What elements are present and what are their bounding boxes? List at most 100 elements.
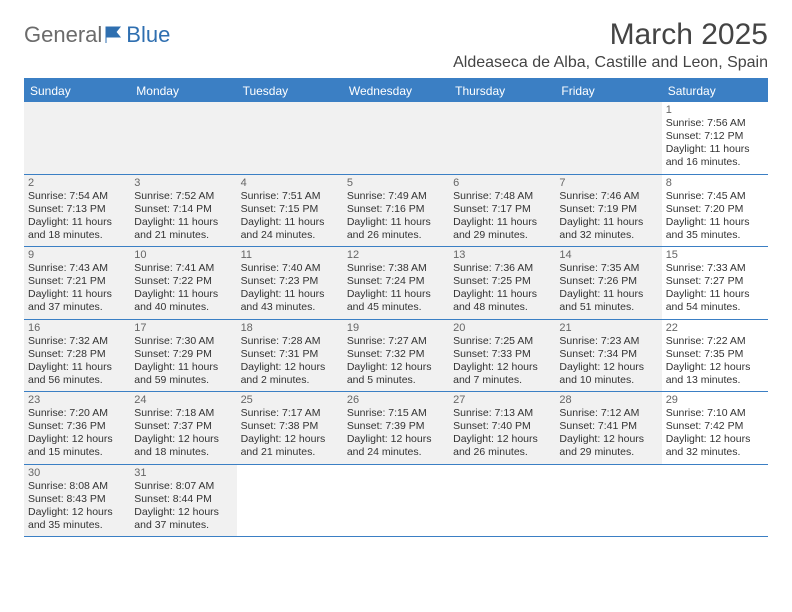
day-info-line: Sunset: 7:15 PM — [241, 203, 339, 216]
dow-cell: Wednesday — [343, 80, 449, 102]
day-number: 18 — [241, 322, 339, 334]
day-cell: 19Sunrise: 7:27 AMSunset: 7:32 PMDayligh… — [343, 320, 449, 392]
day-info-line: Daylight: 12 hours — [347, 433, 445, 446]
day-info-line: Sunrise: 8:07 AM — [134, 480, 232, 493]
day-info-line: Sunrise: 7:13 AM — [453, 407, 551, 420]
day-info-line: Sunrise: 7:51 AM — [241, 190, 339, 203]
day-info-line: Sunset: 7:42 PM — [666, 420, 764, 433]
day-cell — [343, 465, 449, 537]
day-cell: 23Sunrise: 7:20 AMSunset: 7:36 PMDayligh… — [24, 392, 130, 464]
day-cell — [662, 465, 768, 537]
day-info-line: Daylight: 12 hours — [28, 433, 126, 446]
day-number: 12 — [347, 249, 445, 261]
logo-text-general: General — [24, 22, 102, 48]
week-row: 30Sunrise: 8:08 AMSunset: 8:43 PMDayligh… — [24, 465, 768, 538]
day-info-line: Daylight: 12 hours — [453, 361, 551, 374]
day-info-line: and 45 minutes. — [347, 301, 445, 314]
day-cell: 11Sunrise: 7:40 AMSunset: 7:23 PMDayligh… — [237, 247, 343, 319]
day-info-line: Sunrise: 7:56 AM — [666, 117, 764, 130]
day-info-line: and 16 minutes. — [666, 156, 764, 169]
day-info-line: Sunset: 7:29 PM — [134, 348, 232, 361]
day-info-line: Sunrise: 8:08 AM — [28, 480, 126, 493]
day-info-line: Sunrise: 7:27 AM — [347, 335, 445, 348]
day-cell: 22Sunrise: 7:22 AMSunset: 7:35 PMDayligh… — [662, 320, 768, 392]
month-title: March 2025 — [453, 18, 768, 52]
day-info-line: Daylight: 12 hours — [134, 506, 232, 519]
day-info-line: Daylight: 11 hours — [28, 216, 126, 229]
day-info-line: and 35 minutes. — [666, 229, 764, 242]
week-row: 2Sunrise: 7:54 AMSunset: 7:13 PMDaylight… — [24, 175, 768, 248]
day-info-line: Daylight: 11 hours — [666, 288, 764, 301]
day-info-line: and 24 minutes. — [241, 229, 339, 242]
day-info-line: and 40 minutes. — [134, 301, 232, 314]
day-info-line: and 7 minutes. — [453, 374, 551, 387]
day-number: 6 — [453, 177, 551, 189]
day-info-line: Sunset: 7:39 PM — [347, 420, 445, 433]
day-info-line: and 29 minutes. — [453, 229, 551, 242]
dow-cell: Monday — [130, 80, 236, 102]
day-cell: 15Sunrise: 7:33 AMSunset: 7:27 PMDayligh… — [662, 247, 768, 319]
day-info-line: Sunrise: 7:36 AM — [453, 262, 551, 275]
day-cell — [343, 102, 449, 174]
day-info-line: Sunrise: 7:32 AM — [28, 335, 126, 348]
day-info-line: Daylight: 12 hours — [666, 361, 764, 374]
day-info-line: and 26 minutes. — [347, 229, 445, 242]
day-info-line: and 29 minutes. — [559, 446, 657, 459]
day-cell — [24, 102, 130, 174]
day-cell — [449, 465, 555, 537]
dow-cell: Tuesday — [237, 80, 343, 102]
day-cell: 3Sunrise: 7:52 AMSunset: 7:14 PMDaylight… — [130, 175, 236, 247]
day-info-line: Sunset: 7:17 PM — [453, 203, 551, 216]
day-number: 11 — [241, 249, 339, 261]
day-number: 13 — [453, 249, 551, 261]
day-info-line: Sunset: 7:40 PM — [453, 420, 551, 433]
dow-cell: Saturday — [662, 80, 768, 102]
day-info-line: Daylight: 11 hours — [241, 216, 339, 229]
day-info-line: Sunrise: 7:40 AM — [241, 262, 339, 275]
day-info-line: Daylight: 12 hours — [666, 433, 764, 446]
day-cell: 26Sunrise: 7:15 AMSunset: 7:39 PMDayligh… — [343, 392, 449, 464]
day-info-line: Sunset: 7:13 PM — [28, 203, 126, 216]
day-cell: 1Sunrise: 7:56 AMSunset: 7:12 PMDaylight… — [662, 102, 768, 174]
day-info-line: Daylight: 11 hours — [453, 288, 551, 301]
day-cell: 18Sunrise: 7:28 AMSunset: 7:31 PMDayligh… — [237, 320, 343, 392]
day-info-line: Daylight: 11 hours — [347, 288, 445, 301]
day-cell: 25Sunrise: 7:17 AMSunset: 7:38 PMDayligh… — [237, 392, 343, 464]
day-info-line: Sunrise: 7:48 AM — [453, 190, 551, 203]
day-cell: 14Sunrise: 7:35 AMSunset: 7:26 PMDayligh… — [555, 247, 661, 319]
day-info-line: Sunset: 7:25 PM — [453, 275, 551, 288]
day-info-line: Sunrise: 7:20 AM — [28, 407, 126, 420]
dow-cell: Sunday — [24, 80, 130, 102]
day-info-line: Daylight: 12 hours — [241, 361, 339, 374]
day-info-line: Sunset: 7:23 PM — [241, 275, 339, 288]
day-number: 21 — [559, 322, 657, 334]
day-cell — [555, 102, 661, 174]
day-cell — [130, 102, 236, 174]
logo-flag-icon — [104, 25, 124, 45]
day-cell — [555, 465, 661, 537]
day-info-line: Sunrise: 7:38 AM — [347, 262, 445, 275]
location-subtitle: Aldeaseca de Alba, Castille and Leon, Sp… — [453, 54, 768, 72]
day-number: 27 — [453, 394, 551, 406]
day-info-line: Sunset: 7:36 PM — [28, 420, 126, 433]
day-info-line: and 56 minutes. — [28, 374, 126, 387]
day-info-line: Daylight: 12 hours — [559, 361, 657, 374]
day-cell: 20Sunrise: 7:25 AMSunset: 7:33 PMDayligh… — [449, 320, 555, 392]
day-number: 26 — [347, 394, 445, 406]
day-info-line: and 37 minutes. — [134, 519, 232, 532]
day-info-line: Sunrise: 7:35 AM — [559, 262, 657, 275]
day-of-week-row: SundayMondayTuesdayWednesdayThursdayFrid… — [24, 80, 768, 102]
day-number: 19 — [347, 322, 445, 334]
day-number: 10 — [134, 249, 232, 261]
day-info-line: Sunset: 7:41 PM — [559, 420, 657, 433]
day-info-line: Daylight: 12 hours — [241, 433, 339, 446]
day-info-line: and 2 minutes. — [241, 374, 339, 387]
day-info-line: Sunset: 7:35 PM — [666, 348, 764, 361]
logo-text-blue: Blue — [126, 22, 170, 48]
day-info-line: Daylight: 11 hours — [241, 288, 339, 301]
day-cell: 7Sunrise: 7:46 AMSunset: 7:19 PMDaylight… — [555, 175, 661, 247]
day-info-line: Sunset: 7:12 PM — [666, 130, 764, 143]
day-cell: 8Sunrise: 7:45 AMSunset: 7:20 PMDaylight… — [662, 175, 768, 247]
day-info-line: and 59 minutes. — [134, 374, 232, 387]
day-info-line: and 24 minutes. — [347, 446, 445, 459]
